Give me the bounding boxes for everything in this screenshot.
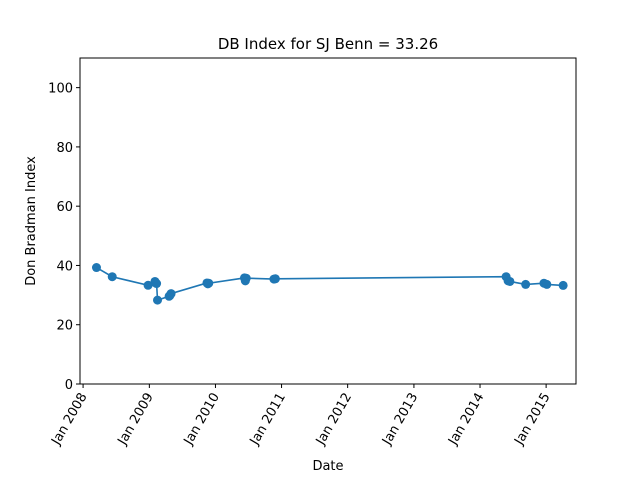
data-point	[270, 274, 280, 284]
y-tick-label: 60	[56, 200, 73, 215]
data-point	[143, 280, 153, 290]
data-point	[521, 279, 531, 289]
y-tick-label: 40	[56, 259, 73, 274]
data-point	[505, 276, 515, 286]
y-tick-label: 80	[56, 141, 73, 156]
y-axis-label: Don Bradman Index	[24, 156, 39, 286]
y-axis: 0 20 40 60 80 100	[48, 82, 80, 393]
data-point	[558, 280, 568, 290]
data-point	[204, 278, 214, 288]
data-point	[542, 279, 552, 289]
y-tick-label: 100	[48, 82, 73, 97]
series-layer	[91, 263, 568, 305]
plot-frame	[79, 57, 577, 385]
x-axis-label: Date	[312, 459, 343, 474]
data-point	[152, 279, 162, 289]
data-point	[107, 272, 117, 282]
y-tick-label: 0	[65, 378, 73, 393]
chart-title: DB Index for SJ Benn = 33.26	[218, 35, 438, 53]
data-point	[166, 289, 176, 299]
data-point	[153, 295, 163, 305]
data-point	[91, 263, 101, 273]
y-tick-label: 20	[56, 319, 73, 334]
data-point	[241, 273, 251, 283]
